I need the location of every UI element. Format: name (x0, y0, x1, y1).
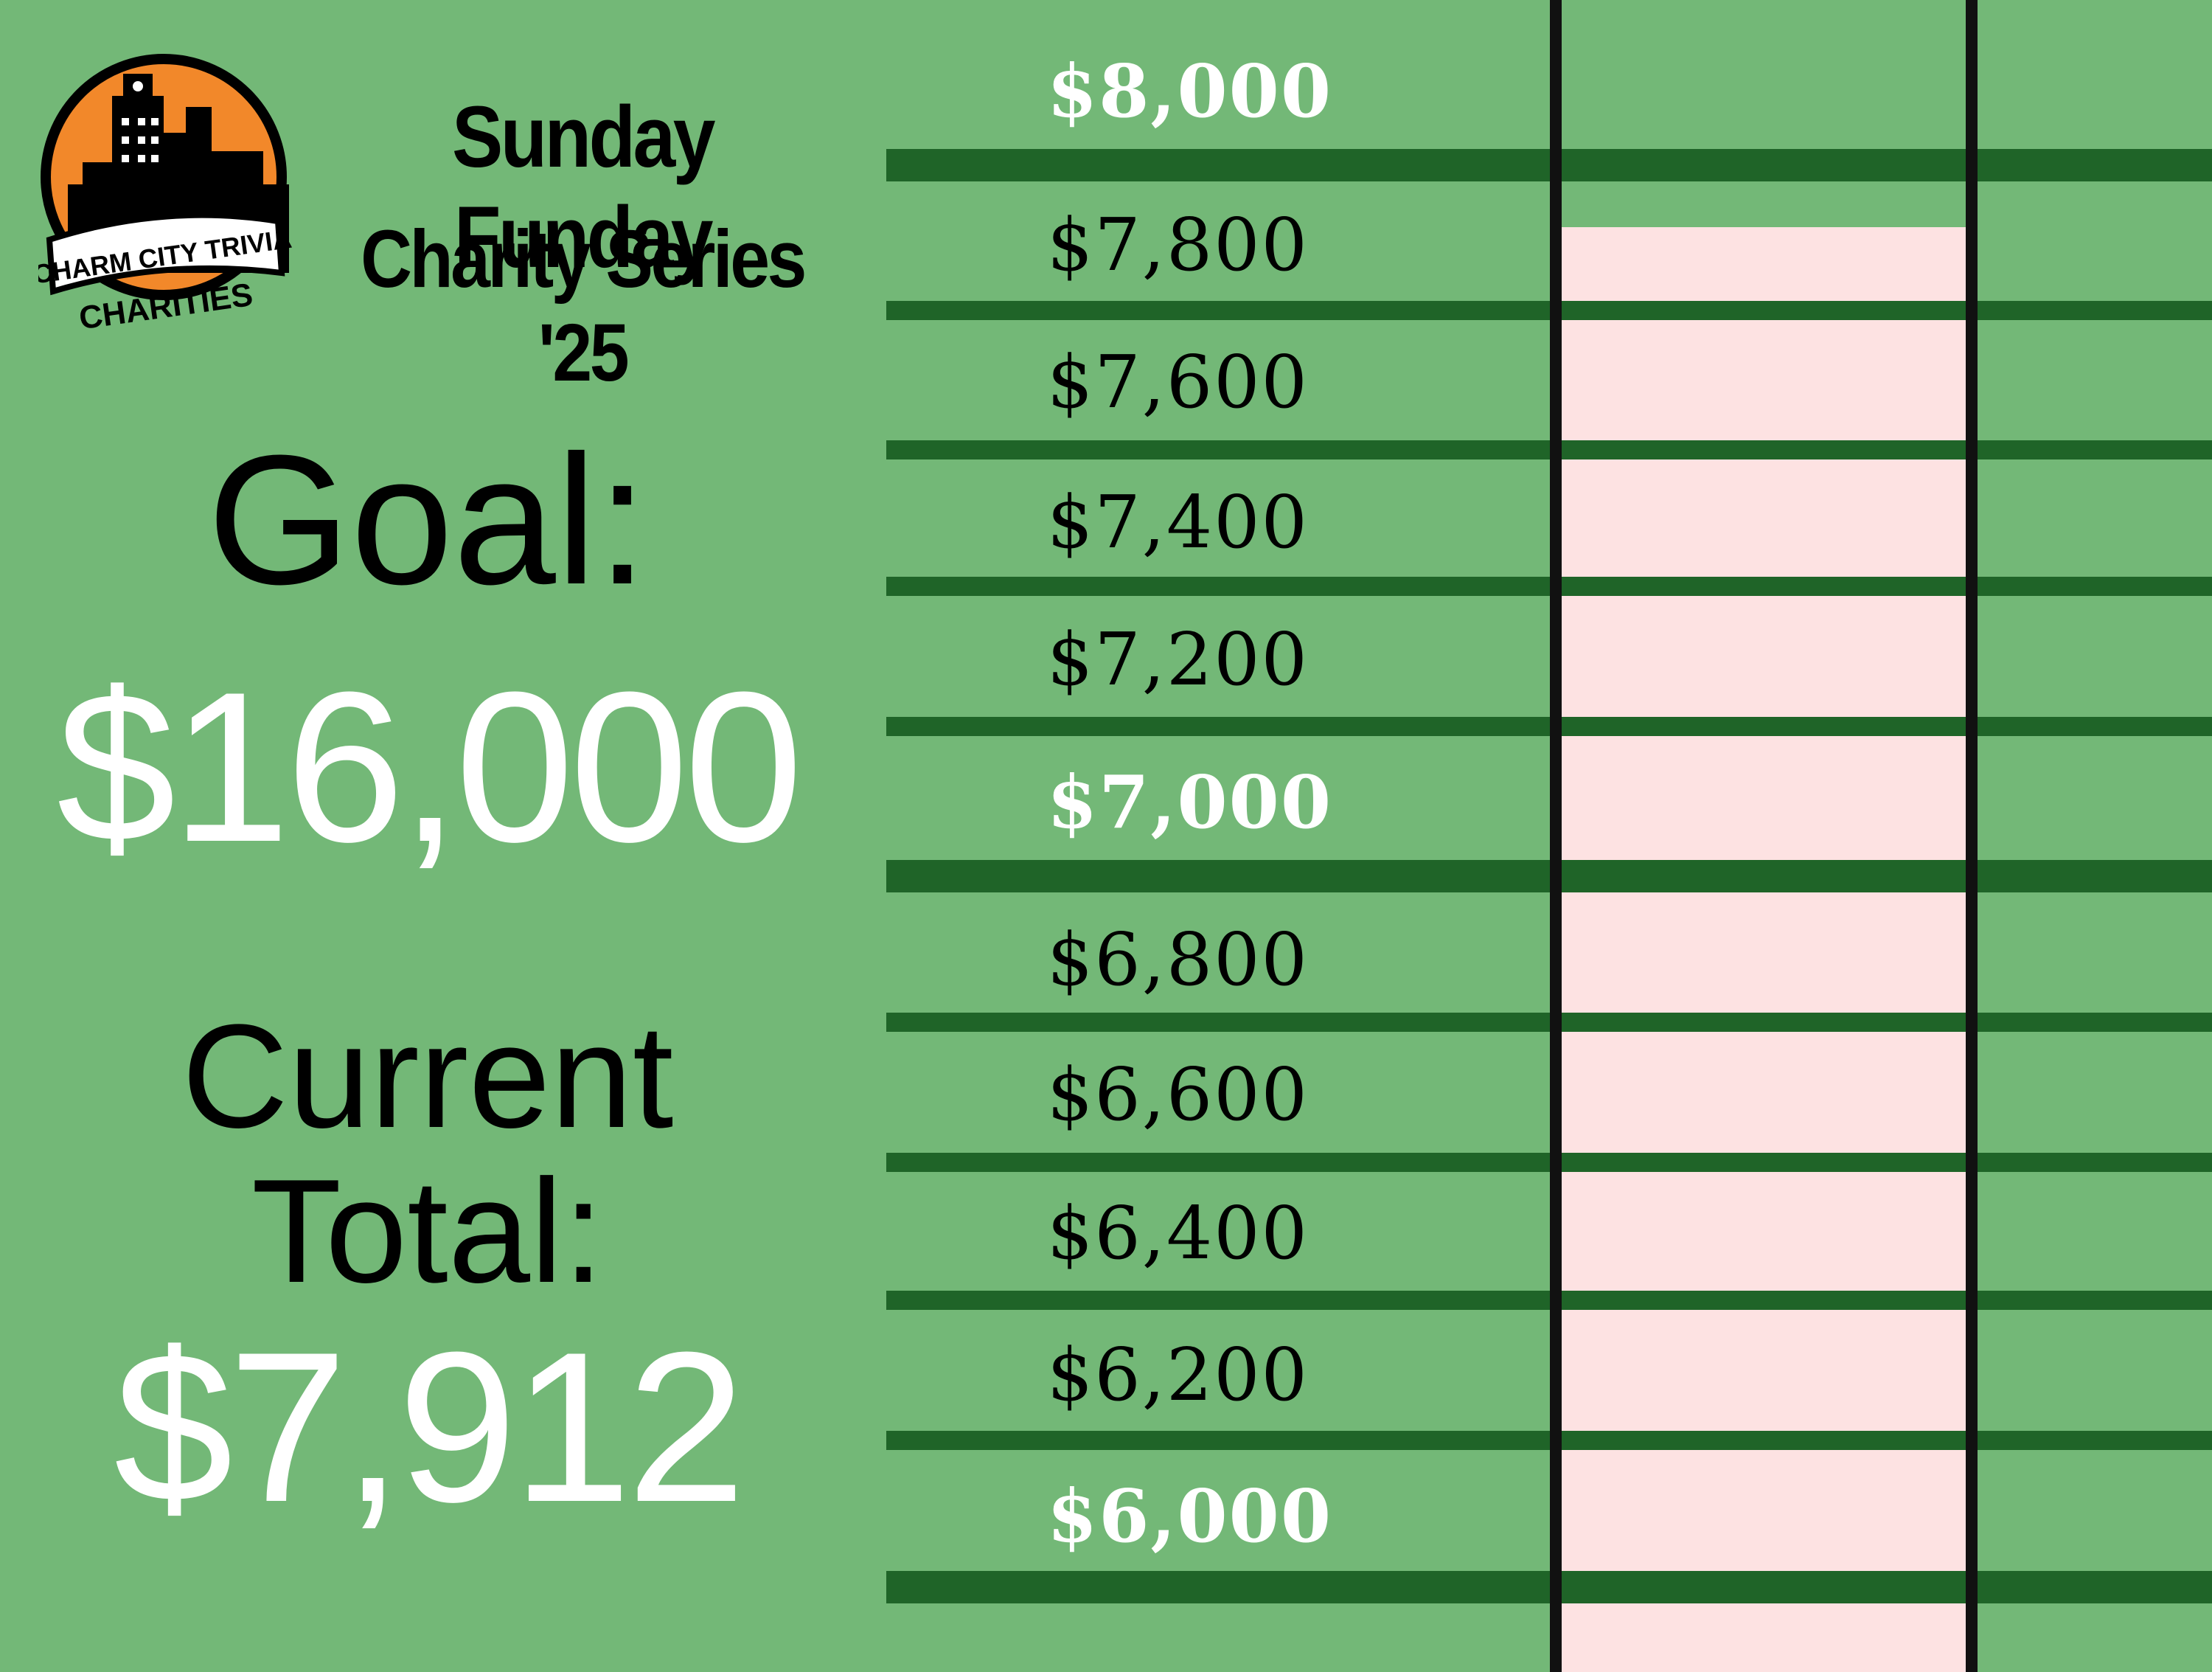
goal-value: $16,000 (56, 648, 803, 887)
current-total-value: $7,912 (114, 1308, 746, 1547)
current-label: Current (181, 994, 674, 1159)
scale-bar (886, 1153, 2212, 1172)
scale-label: $7,400 (1047, 481, 1309, 565)
scale-label: $6,600 (1047, 1053, 1309, 1137)
scale-bar (886, 1013, 2212, 1032)
scale-label: $8,000 (1047, 49, 1333, 134)
goal-label: Goal: (207, 417, 648, 622)
scale-label: $6,200 (1047, 1333, 1309, 1418)
scale-bar (886, 1291, 2212, 1310)
scale-bar (886, 1431, 2212, 1450)
tube-right-border (1966, 0, 1978, 1672)
page-title-line1: Sunday Funday (452, 89, 715, 286)
total-label: Total: (251, 1149, 605, 1314)
scale-bar-major (886, 149, 2212, 181)
scale-bar (886, 577, 2212, 596)
scale-label: $7,200 (1047, 618, 1309, 702)
page-title-line2: Charity Series '25 (361, 214, 807, 398)
tube-left-border (1550, 0, 1562, 1672)
scale-bar-major (886, 860, 2212, 892)
scale-label: $6,000 (1047, 1474, 1333, 1559)
scale-bar (886, 717, 2212, 736)
scale-label: $6,800 (1047, 918, 1309, 1002)
scale-bar (886, 440, 2212, 459)
charm-city-trivia-logo: CHARM CITY TRIVIA CHARITIES (38, 54, 293, 332)
scale-label: $7,000 (1047, 760, 1333, 845)
scale-label: $7,600 (1047, 341, 1309, 425)
scale-bar-major (886, 1571, 2212, 1603)
scale-label: $7,800 (1047, 204, 1309, 288)
scale-label: $6,400 (1047, 1192, 1309, 1276)
scale-bar (886, 301, 2212, 320)
